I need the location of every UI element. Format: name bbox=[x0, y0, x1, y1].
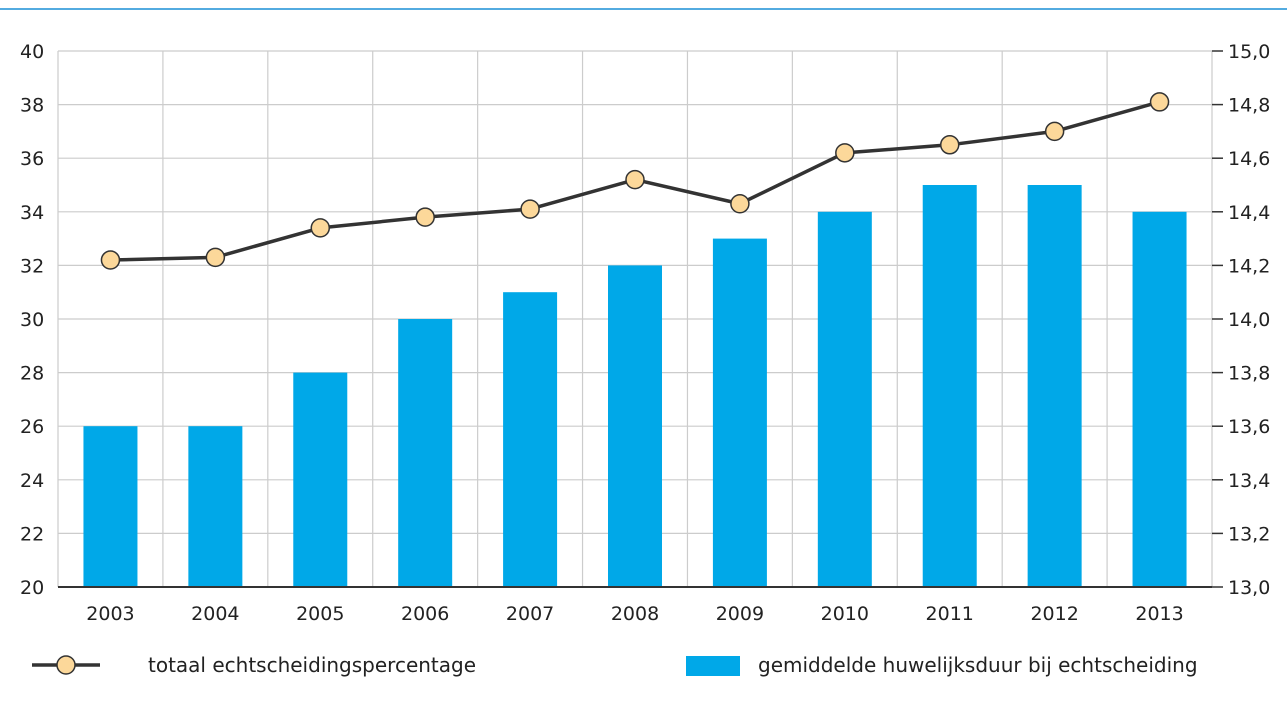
bar bbox=[188, 426, 243, 587]
y-left-tick-label: 30 bbox=[20, 309, 44, 331]
x-tick-label: 2011 bbox=[926, 603, 974, 625]
x-tick-label: 2009 bbox=[716, 603, 764, 625]
x-tick-label: 2010 bbox=[821, 603, 869, 625]
line-point bbox=[835, 143, 855, 163]
line-point bbox=[310, 218, 331, 238]
line-point bbox=[520, 199, 540, 219]
line-point bbox=[730, 194, 750, 214]
x-tick-label: 2007 bbox=[506, 603, 554, 625]
y-right-tick-label: 14,2 bbox=[1228, 255, 1270, 277]
y-left-tick-label: 24 bbox=[20, 470, 44, 492]
y-left-tick-label: 28 bbox=[20, 363, 44, 385]
y-left-tick-label: 26 bbox=[20, 416, 44, 438]
bar bbox=[398, 319, 453, 587]
bar bbox=[712, 238, 767, 587]
x-tick-label: 2004 bbox=[191, 603, 239, 625]
y-right-tick-label: 14,6 bbox=[1228, 148, 1270, 170]
y-left-tick-label: 40 bbox=[20, 41, 44, 63]
y-left-tick-label: 32 bbox=[20, 255, 44, 277]
y-right-tick-label: 15,0 bbox=[1228, 41, 1270, 63]
y-left-tick-label: 34 bbox=[20, 202, 44, 224]
x-tick-label: 2013 bbox=[1135, 603, 1183, 625]
legend-marker-icon bbox=[56, 655, 76, 675]
line-point bbox=[205, 247, 226, 268]
legend-item-bar: gemiddelde huwelijksduur bij echtscheidi… bbox=[686, 653, 1198, 677]
bar bbox=[293, 372, 348, 587]
legend-label-line: totaal echtscheidingspercentage bbox=[148, 653, 476, 677]
x-tick-label: 2003 bbox=[86, 603, 134, 625]
x-tick-label: 2008 bbox=[611, 603, 659, 625]
bar bbox=[503, 292, 558, 587]
legend-label-bar: gemiddelde huwelijksduur bij echtscheidi… bbox=[758, 653, 1198, 677]
y-left-tick-label: 36 bbox=[20, 148, 44, 170]
legend-bar-swatch bbox=[686, 656, 740, 676]
y-right-tick-label: 13,4 bbox=[1228, 470, 1270, 492]
y-right-tick-label: 14,0 bbox=[1228, 309, 1270, 331]
x-tick-label: 2006 bbox=[401, 603, 449, 625]
x-tick-label: 2005 bbox=[296, 603, 344, 625]
bar bbox=[83, 426, 138, 587]
y-right-tick-label: 13,8 bbox=[1228, 363, 1270, 385]
bar bbox=[608, 265, 662, 587]
bar bbox=[1132, 211, 1187, 588]
y-right-tick-label: 13,0 bbox=[1228, 577, 1270, 599]
line-point bbox=[625, 169, 645, 190]
bar-series bbox=[83, 185, 1187, 588]
grid bbox=[57, 50, 1213, 587]
bar bbox=[817, 211, 872, 588]
axes: 20 22 24 26 28 30 32 34 36 38 40 13,0 13,2 13,4 13,6 13… bbox=[20, 41, 1270, 625]
line-point bbox=[415, 207, 435, 227]
legend: totaal echtscheidingspercentage gemiddel… bbox=[32, 653, 1198, 677]
line-point bbox=[939, 135, 960, 155]
y-left-tick-label: 22 bbox=[20, 523, 44, 545]
line-point bbox=[1149, 92, 1170, 112]
y-right-tick-label: 13,6 bbox=[1228, 416, 1270, 438]
x-tick-label: 2012 bbox=[1030, 603, 1078, 625]
y-left-tick-label: 20 bbox=[20, 577, 44, 599]
y-right-tick-label: 13,2 bbox=[1228, 523, 1270, 545]
y-right-tick-label: 14,8 bbox=[1228, 95, 1270, 117]
line-point bbox=[1044, 121, 1065, 142]
legend-item-line: totaal echtscheidingspercentage bbox=[32, 653, 476, 677]
bar bbox=[1027, 185, 1082, 587]
y-left-tick-label: 38 bbox=[20, 95, 44, 117]
line-series bbox=[100, 92, 1170, 270]
line-point bbox=[100, 250, 121, 270]
bar bbox=[922, 185, 977, 587]
y-right-tick-label: 14,4 bbox=[1228, 202, 1270, 224]
